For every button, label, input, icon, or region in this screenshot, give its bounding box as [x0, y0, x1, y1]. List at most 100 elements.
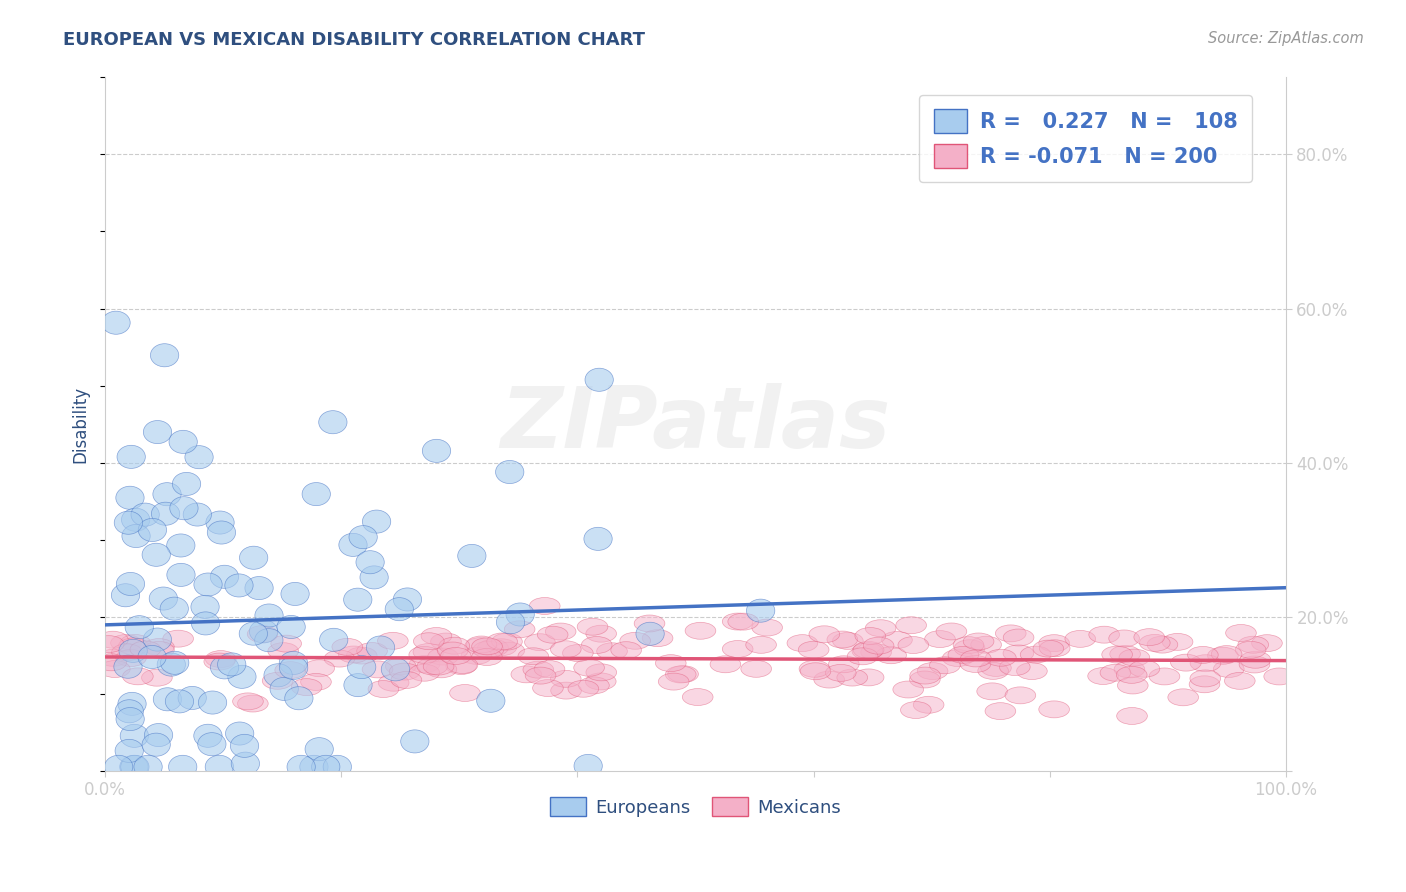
Ellipse shape — [465, 636, 496, 653]
Ellipse shape — [319, 410, 347, 434]
Ellipse shape — [183, 503, 211, 526]
Ellipse shape — [96, 654, 127, 671]
Ellipse shape — [534, 661, 565, 678]
Ellipse shape — [166, 690, 194, 713]
Ellipse shape — [655, 655, 686, 672]
Ellipse shape — [977, 663, 1008, 680]
Ellipse shape — [228, 665, 256, 689]
Ellipse shape — [551, 682, 582, 699]
Ellipse shape — [115, 649, 146, 666]
Ellipse shape — [378, 674, 409, 691]
Ellipse shape — [1251, 635, 1282, 652]
Ellipse shape — [710, 656, 741, 673]
Ellipse shape — [194, 573, 222, 596]
Ellipse shape — [505, 621, 536, 638]
Ellipse shape — [620, 632, 651, 649]
Ellipse shape — [167, 534, 195, 557]
Ellipse shape — [418, 658, 447, 675]
Ellipse shape — [1212, 646, 1241, 663]
Ellipse shape — [1005, 687, 1036, 704]
Ellipse shape — [855, 628, 886, 645]
Ellipse shape — [97, 632, 128, 648]
Ellipse shape — [583, 527, 612, 550]
Ellipse shape — [319, 628, 347, 651]
Ellipse shape — [1000, 658, 1031, 675]
Ellipse shape — [472, 641, 503, 658]
Ellipse shape — [277, 615, 305, 639]
Ellipse shape — [478, 640, 509, 657]
Ellipse shape — [471, 638, 502, 655]
Ellipse shape — [205, 756, 233, 779]
Ellipse shape — [471, 648, 502, 665]
Ellipse shape — [929, 657, 960, 673]
Ellipse shape — [668, 665, 699, 682]
Ellipse shape — [1064, 631, 1095, 648]
Ellipse shape — [143, 420, 172, 443]
Ellipse shape — [506, 603, 534, 626]
Ellipse shape — [409, 656, 440, 673]
Ellipse shape — [1213, 660, 1244, 677]
Ellipse shape — [120, 724, 149, 747]
Ellipse shape — [280, 657, 308, 680]
Ellipse shape — [131, 503, 159, 526]
Ellipse shape — [381, 657, 409, 681]
Ellipse shape — [1129, 660, 1160, 677]
Ellipse shape — [494, 642, 524, 659]
Ellipse shape — [827, 631, 858, 648]
Ellipse shape — [581, 637, 612, 654]
Ellipse shape — [150, 343, 179, 367]
Ellipse shape — [346, 647, 377, 664]
Ellipse shape — [728, 613, 759, 630]
Ellipse shape — [1168, 689, 1198, 706]
Ellipse shape — [446, 657, 477, 674]
Ellipse shape — [270, 677, 298, 700]
Ellipse shape — [394, 588, 422, 611]
Ellipse shape — [808, 626, 839, 643]
Ellipse shape — [101, 311, 131, 334]
Ellipse shape — [149, 587, 177, 610]
Ellipse shape — [363, 510, 391, 533]
Ellipse shape — [368, 681, 399, 698]
Ellipse shape — [585, 368, 613, 392]
Ellipse shape — [1189, 670, 1220, 687]
Ellipse shape — [191, 612, 219, 635]
Ellipse shape — [254, 604, 283, 627]
Ellipse shape — [153, 688, 181, 711]
Ellipse shape — [1039, 701, 1070, 718]
Ellipse shape — [747, 599, 775, 623]
Ellipse shape — [115, 707, 145, 731]
Ellipse shape — [955, 640, 986, 657]
Ellipse shape — [207, 521, 236, 544]
Ellipse shape — [980, 659, 1011, 676]
Ellipse shape — [430, 633, 461, 650]
Ellipse shape — [138, 518, 166, 541]
Ellipse shape — [100, 661, 131, 678]
Ellipse shape — [852, 642, 883, 659]
Ellipse shape — [271, 635, 301, 652]
Ellipse shape — [723, 613, 754, 630]
Ellipse shape — [1114, 661, 1144, 678]
Ellipse shape — [486, 639, 517, 656]
Ellipse shape — [953, 637, 984, 654]
Ellipse shape — [120, 756, 148, 779]
Ellipse shape — [799, 660, 830, 677]
Ellipse shape — [125, 615, 153, 639]
Ellipse shape — [409, 647, 440, 664]
Ellipse shape — [93, 636, 124, 653]
Ellipse shape — [247, 625, 278, 642]
Ellipse shape — [461, 648, 492, 665]
Ellipse shape — [685, 623, 716, 640]
Ellipse shape — [863, 637, 894, 654]
Ellipse shape — [360, 566, 388, 589]
Ellipse shape — [439, 637, 470, 654]
Ellipse shape — [274, 662, 305, 679]
Ellipse shape — [942, 649, 973, 666]
Ellipse shape — [524, 633, 555, 650]
Ellipse shape — [1109, 646, 1140, 663]
Ellipse shape — [385, 598, 413, 621]
Ellipse shape — [167, 564, 195, 586]
Ellipse shape — [160, 651, 188, 674]
Ellipse shape — [898, 637, 929, 654]
Ellipse shape — [264, 664, 292, 687]
Ellipse shape — [299, 756, 328, 779]
